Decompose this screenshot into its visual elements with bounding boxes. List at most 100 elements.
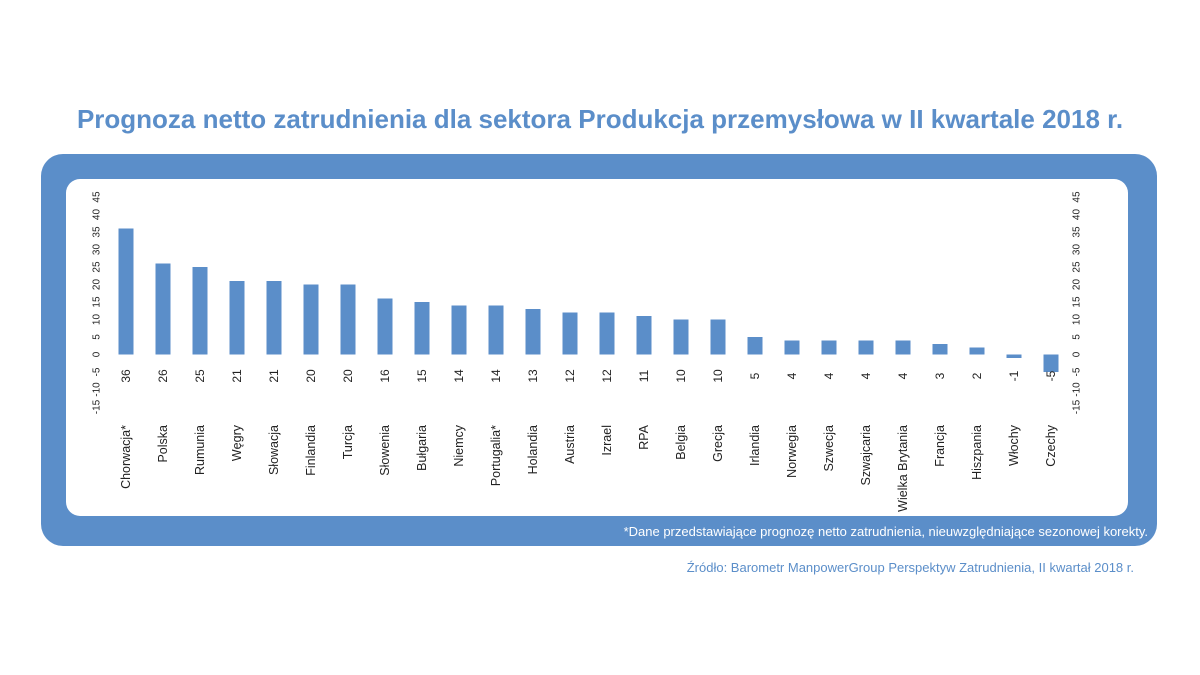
data-label: 14	[452, 369, 466, 383]
x-tick-label: Austria	[563, 425, 577, 464]
y-tick-label-right: 40	[1072, 209, 1083, 221]
y-tick-label-right: 5	[1072, 334, 1083, 340]
data-label: 2	[970, 372, 984, 379]
y-tick-label-left: -10	[92, 382, 103, 397]
data-label: -5	[1044, 370, 1058, 381]
y-tick-label-right: 15	[1072, 296, 1083, 308]
x-tick-label: Irlandia	[748, 425, 762, 466]
y-tick-label-right: 35	[1072, 226, 1083, 238]
data-label: 25	[193, 369, 207, 383]
bar	[414, 302, 430, 355]
data-label: 5	[748, 372, 762, 379]
y-tick-label-left: -15	[92, 399, 103, 414]
y-tick-label-right: -15	[1072, 399, 1083, 414]
data-label: 4	[859, 372, 873, 379]
x-tick-label: Polska	[156, 425, 170, 463]
y-tick-label-left: 0	[92, 351, 103, 357]
bar	[636, 316, 652, 355]
x-tick-label: Turcja	[341, 425, 355, 459]
bar	[229, 281, 245, 355]
bar	[784, 340, 800, 355]
y-tick-label-left: 30	[92, 244, 103, 256]
bar	[858, 340, 874, 355]
x-tick-label: Norwegia	[785, 425, 799, 478]
data-label: 12	[600, 369, 614, 383]
data-label: 12	[563, 369, 577, 383]
y-tick-label-left: 5	[92, 334, 103, 340]
data-label: 4	[822, 372, 836, 379]
y-tick-label-right: -5	[1072, 367, 1083, 376]
y-tick-label-left: 25	[92, 261, 103, 273]
data-label: 36	[119, 369, 133, 383]
y-tick-label-left: 20	[92, 279, 103, 291]
footnote: *Dane przedstawiające prognozę netto zat…	[623, 524, 1148, 539]
data-label: 14	[489, 369, 503, 383]
data-label: 15	[415, 369, 429, 383]
bar	[969, 347, 985, 355]
x-tick-label: Niemcy	[452, 424, 466, 466]
data-label: 20	[341, 369, 355, 383]
x-tick-label: Słowacja	[267, 425, 281, 475]
bar	[192, 267, 208, 355]
y-tick-label-left: -5	[92, 367, 103, 376]
y-tick-label-left: 45	[92, 191, 103, 203]
x-tick-label: Holandia	[526, 425, 540, 474]
y-tick-label-right: 10	[1072, 314, 1083, 326]
x-tick-label: Rumunia	[193, 425, 207, 475]
x-tick-label: Belgia	[674, 425, 688, 460]
bar	[118, 228, 134, 355]
data-label: 11	[637, 369, 651, 382]
bar	[266, 281, 282, 355]
chart-title: Prognoza netto zatrudnienia dla sektora …	[76, 104, 1124, 134]
data-label: 3	[933, 372, 947, 379]
x-tick-label: Portugalia*	[489, 425, 503, 486]
bar	[895, 340, 911, 355]
x-tick-label: Francja	[933, 425, 947, 467]
y-tick-label-right: 20	[1072, 279, 1083, 291]
y-tick-label-right: 30	[1072, 244, 1083, 256]
bar	[673, 319, 689, 355]
x-tick-label: Szwecja	[822, 425, 836, 472]
data-label: 10	[674, 369, 688, 383]
x-tick-label: Finlandia	[304, 425, 318, 476]
bar	[1006, 354, 1022, 358]
x-tick-label: Włochy	[1007, 424, 1021, 466]
y-tick-label-left: 40	[92, 209, 103, 221]
x-tick-label: Chorwacja*	[119, 425, 133, 489]
y-tick-label-right: 45	[1072, 191, 1083, 203]
bar	[155, 263, 171, 355]
x-tick-label: RPA	[637, 424, 651, 449]
x-tick-label: Grecja	[711, 425, 725, 462]
bar	[1043, 354, 1059, 372]
bar	[377, 298, 393, 355]
y-tick-label-left: 10	[92, 314, 103, 326]
bar	[599, 312, 615, 355]
x-tick-label: Bułgaria	[415, 425, 429, 471]
bar	[488, 305, 504, 355]
data-label: 10	[711, 369, 725, 383]
bar	[932, 344, 948, 355]
data-label: 21	[267, 369, 281, 383]
y-tick-label-right: 25	[1072, 261, 1083, 273]
bar	[747, 337, 763, 355]
data-label: 4	[785, 372, 799, 379]
y-tick-label-left: 15	[92, 296, 103, 308]
bar	[525, 309, 541, 355]
data-label: 13	[526, 369, 540, 383]
x-tick-label: Węgry	[230, 424, 244, 461]
bar	[451, 305, 467, 355]
y-tick-label-left: 35	[92, 226, 103, 238]
source-note: Źródło: Barometr ManpowerGroup Perspekty…	[686, 560, 1134, 575]
data-label: 4	[896, 372, 910, 379]
x-tick-label: Słowenia	[378, 425, 392, 476]
bar	[710, 319, 726, 355]
y-tick-label-right: 0	[1072, 351, 1083, 357]
x-tick-label: Czechy	[1044, 424, 1058, 466]
bar	[303, 284, 319, 355]
y-tick-label-right: -10	[1072, 382, 1083, 397]
x-tick-label: Szwajcaria	[859, 425, 873, 485]
bar	[821, 340, 837, 355]
bar	[562, 312, 578, 355]
data-label: 16	[378, 369, 392, 383]
